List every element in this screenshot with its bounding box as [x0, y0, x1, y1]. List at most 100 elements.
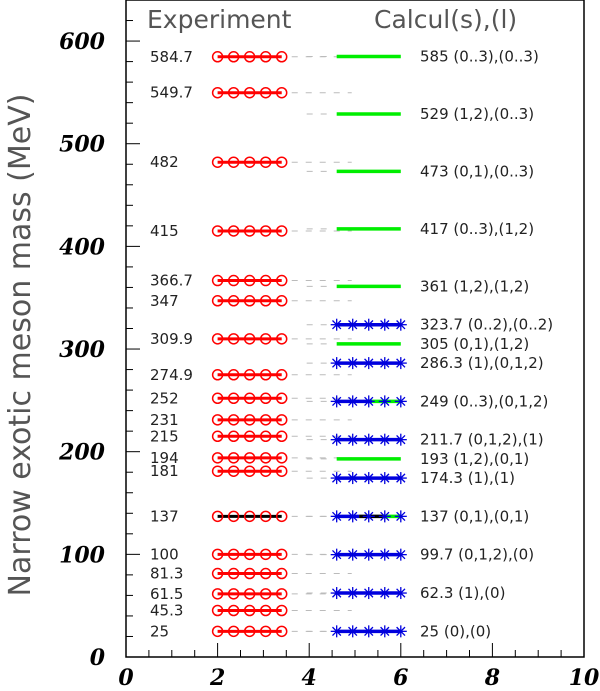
- star-marker: [394, 318, 407, 331]
- experiment-marker: [227, 414, 240, 426]
- experiment-marker: [275, 86, 288, 99]
- experiment-marker: [275, 567, 288, 580]
- star-marker: [378, 510, 391, 523]
- star-marker: [346, 625, 359, 638]
- experiment-marker: [227, 567, 240, 580]
- experiment-marker: [227, 604, 240, 617]
- star-marker: [346, 510, 359, 523]
- experiment-marker: [227, 295, 240, 307]
- experiment-marker: [259, 225, 272, 237]
- star-marker: [362, 625, 375, 638]
- experiment-mass-label: 549.7: [150, 84, 193, 102]
- calc-mass-label: 249 (0..3),(0,1,2): [420, 392, 548, 410]
- star-stroke: [364, 320, 374, 330]
- experiment-marker: [211, 465, 224, 477]
- experiment-marker: [275, 274, 288, 287]
- experiment-marker: [275, 414, 288, 426]
- experiment-marker: [243, 465, 256, 477]
- experiment-marker: [259, 333, 272, 345]
- calc-mass-label: 323.7 (0..2),(0..2): [420, 316, 553, 334]
- experiment-marker: [259, 86, 272, 99]
- experiment-marker: [275, 430, 288, 443]
- star-marker: [362, 318, 375, 331]
- experiment-marker: [243, 369, 256, 381]
- calc-mass-label: 211.7 (0,1,2),(1): [420, 431, 544, 449]
- experiment-marker: [227, 156, 240, 168]
- calc-mass-label: 417 (0..3),(1,2): [420, 220, 534, 238]
- star-stroke: [380, 626, 390, 636]
- experiment-marker: [275, 465, 288, 477]
- star-marker: [346, 433, 359, 446]
- experiment-marker: [259, 452, 272, 464]
- experiment-marker: [227, 465, 240, 477]
- star-stroke: [396, 549, 406, 560]
- experiment-marker: [243, 414, 256, 426]
- star-stroke: [396, 511, 406, 522]
- star-stroke: [380, 358, 390, 368]
- experiment-marker: [227, 333, 240, 345]
- calc-mass-label: 361 (1,2),(1,2): [420, 277, 529, 295]
- calc-mass-label: 286.3 (1),(0,1,2): [420, 354, 544, 372]
- experiment-marker: [275, 604, 288, 617]
- experiment-marker: [243, 452, 256, 464]
- experiment-marker: [243, 295, 256, 307]
- experiment-marker: [243, 625, 256, 638]
- star-marker: [362, 433, 375, 446]
- experiment-mass-label: 309.9: [150, 330, 193, 348]
- dash-connectors-group: [291, 55, 352, 632]
- experiment-mass-label: 181: [150, 462, 179, 480]
- star-stroke: [364, 626, 374, 636]
- experiment-mass-label: 347: [150, 292, 179, 310]
- star-marker: [394, 357, 407, 370]
- experiment-marker: [211, 51, 224, 63]
- star-marker: [330, 433, 343, 446]
- experiment-series-group: [211, 51, 288, 638]
- star-marker: [330, 625, 343, 638]
- experiment-marker: [275, 295, 288, 307]
- star-marker: [330, 548, 343, 561]
- star-stroke: [396, 473, 406, 483]
- experiment-marker: [243, 225, 256, 237]
- x-tick-label: 0: [118, 665, 134, 691]
- star-marker: [362, 395, 375, 408]
- experiment-marker: [259, 604, 272, 617]
- experiment-marker: [243, 86, 256, 99]
- star-stroke: [332, 511, 342, 522]
- experiment-marker: [243, 156, 256, 168]
- star-stroke: [332, 588, 342, 598]
- experiment-marker: [227, 588, 240, 600]
- star-stroke: [348, 588, 358, 598]
- star-stroke: [380, 320, 390, 330]
- experiment-marker: [211, 392, 224, 405]
- star-marker: [330, 472, 343, 485]
- star-stroke: [364, 549, 374, 560]
- star-marker: [394, 625, 407, 638]
- star-marker: [346, 318, 359, 331]
- experiment-marker: [259, 414, 272, 426]
- calc-mass-label: 137 (0,1),(0,1): [420, 507, 529, 525]
- calc-mass-label: 174.3 (1),(1): [420, 469, 515, 487]
- experiment-marker: [275, 452, 288, 464]
- experiment-marker: [211, 225, 224, 237]
- experiment-marker: [259, 625, 272, 638]
- experiment-marker: [211, 414, 224, 426]
- experiment-mass-label: 274.9: [150, 366, 193, 384]
- experiment-mass-label: 366.7: [150, 272, 193, 290]
- star-marker: [330, 318, 343, 331]
- star-stroke: [364, 435, 374, 445]
- calc-mass-label: 193 (1,2),(0,1): [420, 450, 529, 468]
- star-stroke: [380, 396, 390, 407]
- x-tick-label: 8: [484, 665, 500, 691]
- star-marker: [378, 318, 391, 331]
- star-stroke: [396, 626, 406, 636]
- star-marker: [378, 357, 391, 370]
- star-marker: [378, 625, 391, 638]
- experiment-marker: [211, 567, 224, 580]
- star-marker: [362, 472, 375, 485]
- experiment-marker: [211, 588, 224, 600]
- star-marker: [346, 395, 359, 408]
- experiment-marker: [275, 588, 288, 600]
- experiment-marker: [211, 604, 224, 617]
- calc-mass-label: 473 (0,1),(0..3): [420, 162, 534, 180]
